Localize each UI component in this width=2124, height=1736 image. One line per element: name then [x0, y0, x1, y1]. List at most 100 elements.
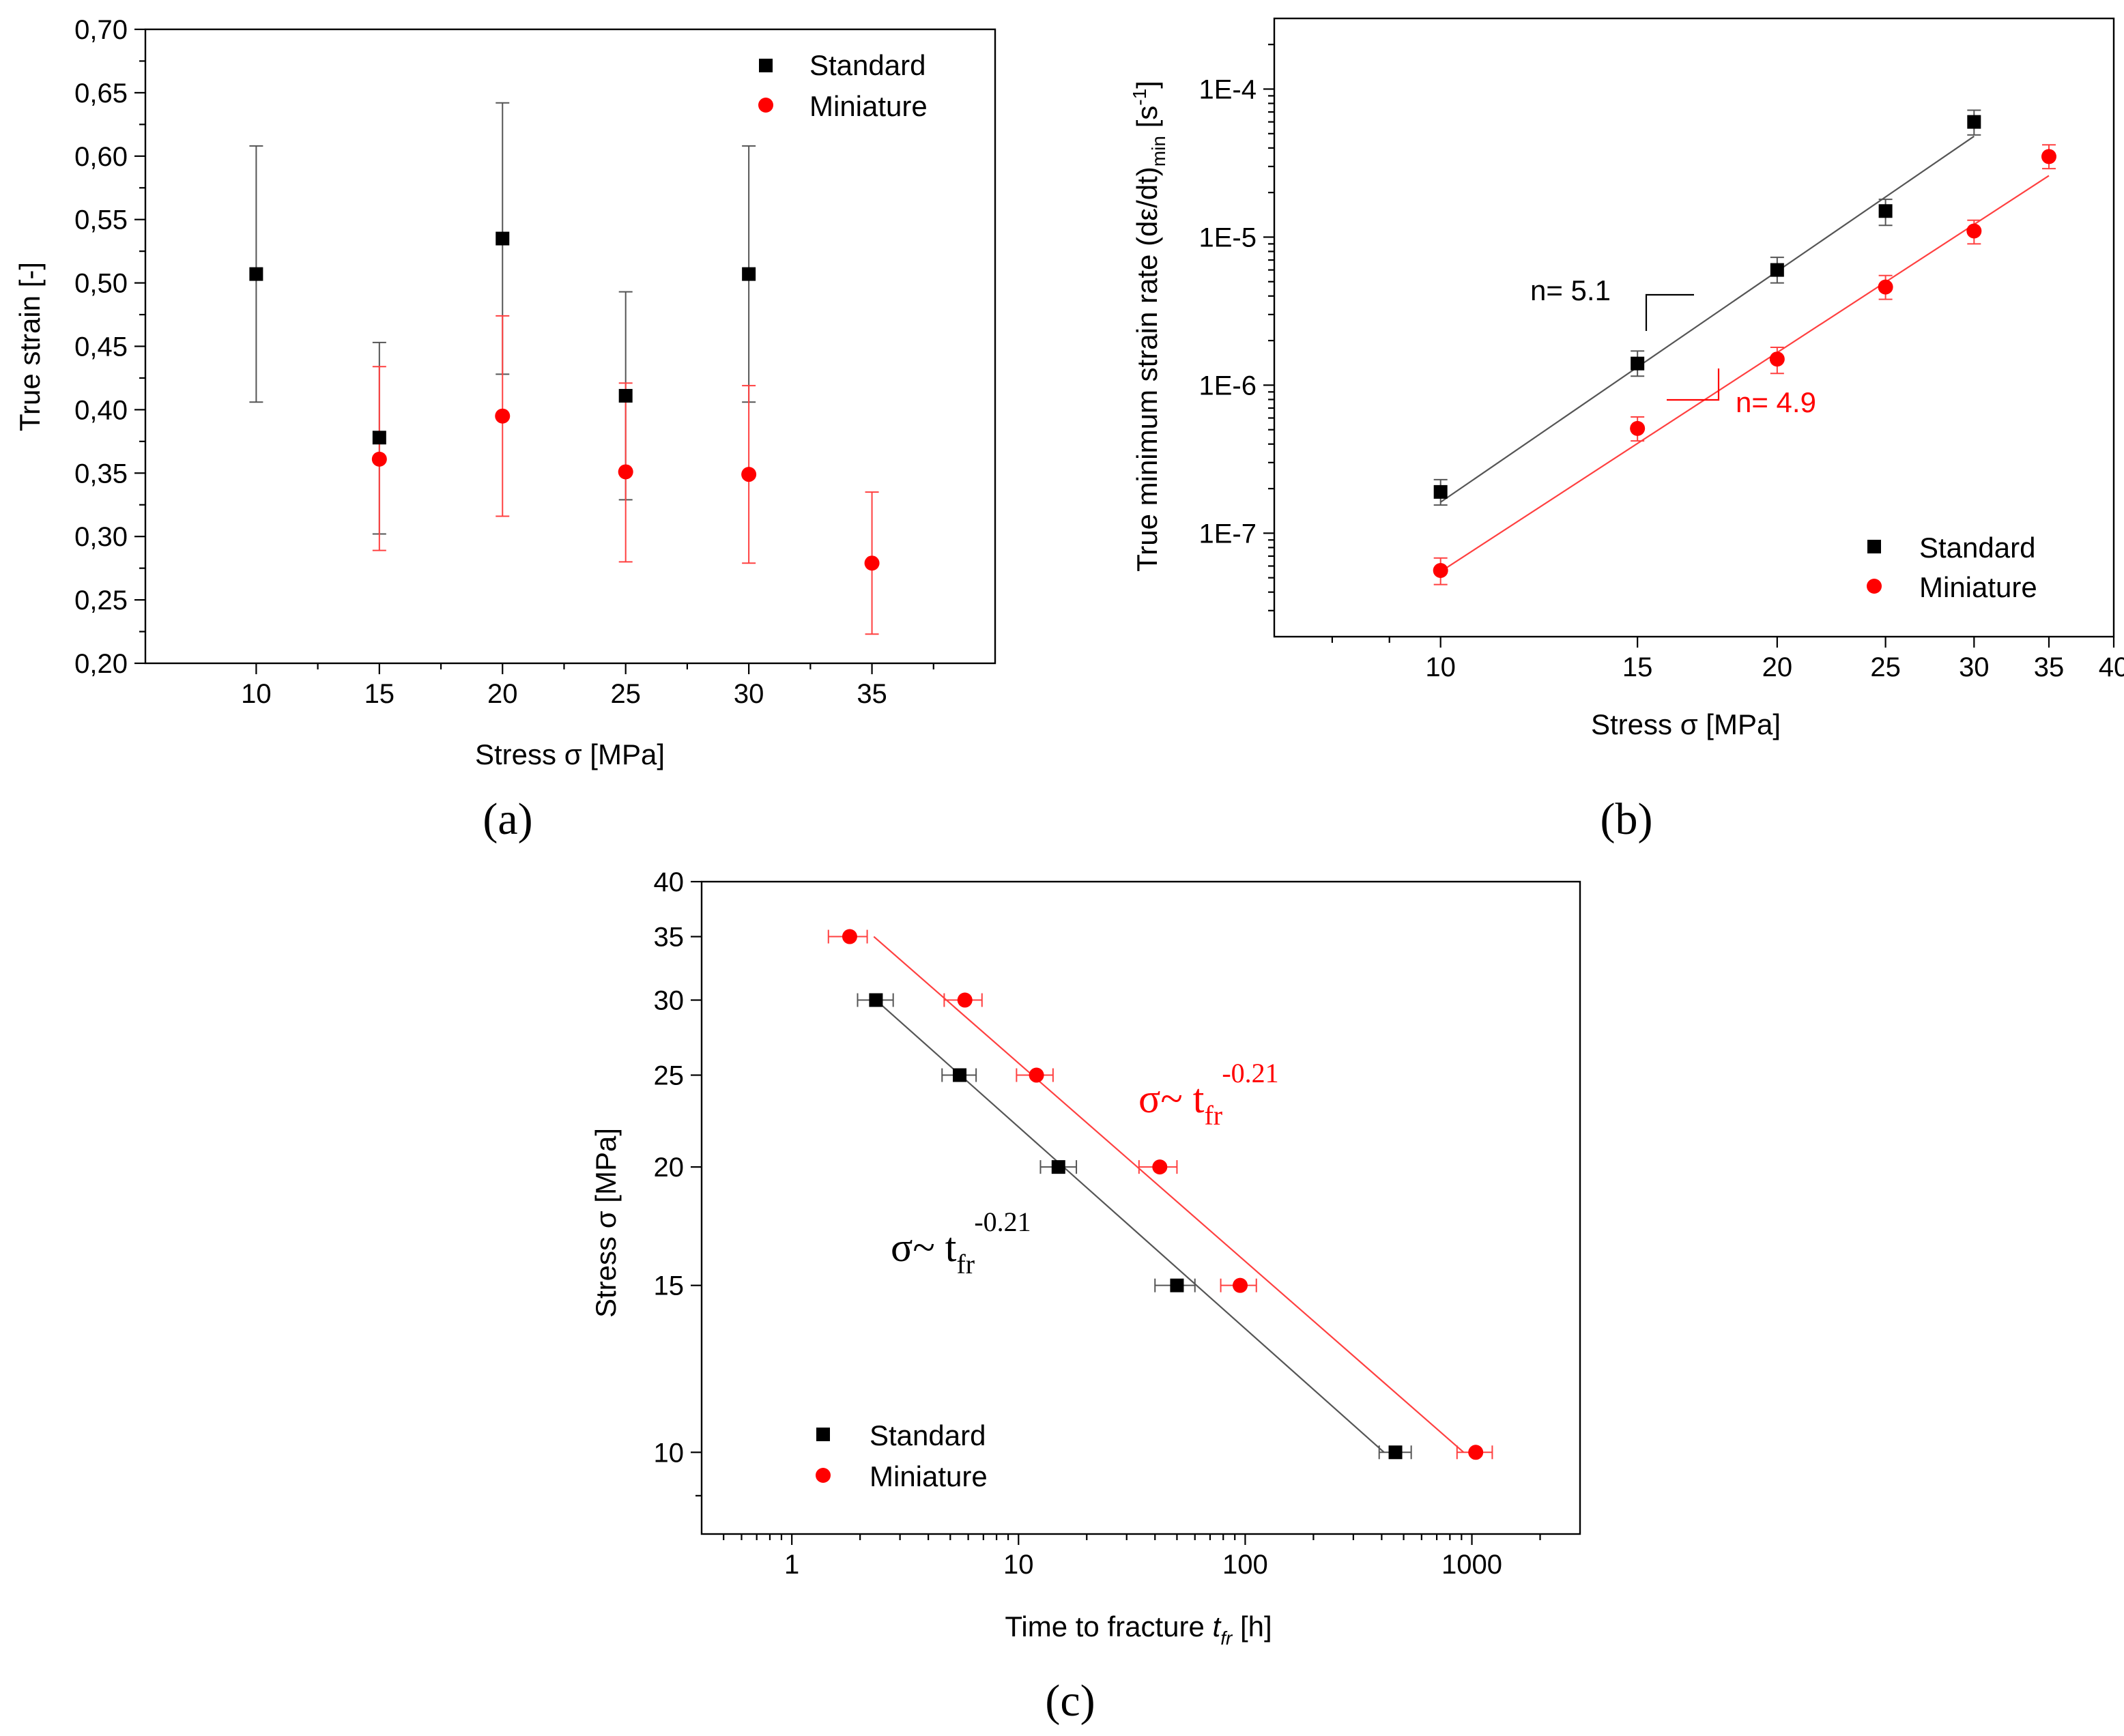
x-tick-label-c: 1: [784, 1550, 799, 1580]
data-point-standard-a: [618, 388, 633, 403]
data-point-standard-b: [1770, 263, 1784, 277]
legend-b: Standard Miniature: [1867, 532, 2037, 603]
legend-label-standard-c: Standard: [870, 1419, 986, 1451]
x-tick-label-b: 30: [1959, 652, 1990, 682]
x-tick-label-c: 1000: [1441, 1550, 1502, 1580]
data-point-standard-a: [496, 231, 510, 246]
x-tick-label-a: 15: [364, 679, 395, 709]
x-axis-title-b: Stress σ [MPa]: [1591, 708, 1781, 740]
y-tick-label-b: 1E-6: [1199, 371, 1257, 401]
x-tick-label-a: 30: [734, 679, 764, 709]
data-point-standard-b: [1967, 115, 1981, 129]
data-point-miniature-b: [2041, 149, 2056, 164]
data-point-miniature-b: [1878, 279, 1893, 295]
slope-triangle-standard: [1645, 293, 1694, 331]
y-tick-label-a: 0,55: [74, 205, 128, 235]
legend-marker-standard-b: [1867, 540, 1881, 553]
y-axis-title-b: True minimum strain rate (dε/dt)min [s-1…: [1129, 81, 1169, 572]
power-law-annotation-miniature: σ~ tfr-0.21: [1138, 1058, 1279, 1131]
data-point-standard-c: [1170, 1278, 1184, 1292]
y-axis-title-b-sub: min: [1148, 136, 1169, 167]
data-point-miniature-b: [1630, 420, 1646, 436]
x-axis-title-c-unit: [h]: [1232, 1610, 1272, 1643]
data-point-miniature-b: [1769, 351, 1785, 367]
data-point-standard-b: [1433, 484, 1448, 499]
y-tick-label-a: 0,40: [74, 395, 128, 425]
legend-marker-standard-c: [816, 1428, 830, 1441]
y-tick-label-a: 0,70: [74, 15, 128, 45]
legend-label-miniature-b: Miniature: [1919, 571, 2037, 603]
x-tick-label-c: 10: [1003, 1550, 1034, 1580]
x-axis-title-a: Stress σ [MPa]: [475, 738, 665, 770]
x-tick-label-b: 15: [1622, 652, 1653, 682]
legend-marker-standard-a: [759, 59, 773, 72]
plot-frame-c: [700, 880, 1581, 1535]
y-tick-label-c: 30: [654, 986, 685, 1016]
y-tick-label-a: 0,25: [74, 585, 128, 616]
x-axis-title-c-main: Time to fracture: [1005, 1610, 1212, 1643]
legend-marker-miniature-b: [1867, 579, 1882, 594]
data-point-standard-b: [1631, 356, 1645, 371]
data-point-miniature-a: [864, 555, 880, 571]
legend-c: Standard Miniature: [816, 1419, 988, 1492]
x-axis-title-c-var: t: [1213, 1610, 1222, 1643]
y-tick-label-a: 0,65: [74, 78, 128, 108]
y-tick-label-a: 0,20: [74, 649, 128, 679]
y-tick-label-c: 20: [654, 1153, 685, 1183]
y-axis-title-b-sup: -1: [1129, 89, 1150, 106]
legend-marker-miniature-a: [758, 98, 773, 113]
data-point-miniature-a: [741, 467, 757, 482]
y-tick-label-c: 10: [654, 1438, 685, 1468]
slope-annotation-standard: n= 5.1: [1530, 274, 1611, 306]
y-tick-label-c: 15: [654, 1271, 685, 1301]
x-axis-title-c: Time to fracture tfr [h]: [1005, 1610, 1272, 1649]
y-axis-title-b-main: True minimum strain rate (dε/dt): [1131, 167, 1163, 572]
legend-label-standard-b: Standard: [1919, 532, 2035, 564]
power-law-miniature-sup: -0.21: [1222, 1058, 1278, 1088]
y-tick-label-a: 0,45: [74, 332, 128, 362]
fit-line-standard-b: [1440, 135, 1975, 503]
y-axis-title-b-end: ]: [1131, 81, 1163, 89]
slope-annotation-miniature: n= 4.9: [1736, 386, 1816, 418]
x-tick-label-b: 20: [1762, 652, 1793, 682]
data-point-miniature-b: [1433, 562, 1448, 578]
panel-a: 10 15 20 25 30 35 0,20 0,25 0,30 0,35 0,40 0,45 0,5…: [14, 15, 996, 844]
data-point-miniature-b: [1966, 223, 1982, 239]
data-point-standard-b: [1878, 204, 1893, 218]
power-law-miniature-base: σ~ t: [1138, 1076, 1205, 1121]
y-axis-title-c: Stress σ [MPa]: [590, 1128, 622, 1318]
data-point-miniature-a: [618, 464, 633, 480]
data-point-miniature-c: [1468, 1445, 1484, 1460]
x-tick-label-b: 25: [1870, 652, 1901, 682]
y-tick-label-a: 0,60: [74, 142, 128, 172]
power-law-standard-sup: -0.21: [974, 1206, 1031, 1237]
x-axis-title-c-sub: fr: [1220, 1628, 1233, 1649]
y-tick-label-c: 25: [654, 1061, 685, 1091]
plot-frame-b: [1273, 17, 2115, 638]
power-law-annotation-standard: σ~ tfr-0.21: [891, 1206, 1031, 1279]
data-point-standard-c: [869, 993, 883, 1007]
data-point-miniature-c: [1152, 1159, 1168, 1175]
data-point-miniature-c: [957, 992, 973, 1008]
panel-c: 1 10 100 1000 10 15 20 25 30 35 40 Time to fractu…: [590, 867, 1581, 1726]
y-tick-label-c: 40: [654, 867, 685, 897]
y-tick-label-c: 35: [654, 923, 685, 953]
y-tick-label-a: 0,50: [74, 269, 128, 299]
y-axis-title-a: True strain [-]: [14, 262, 46, 431]
y-axis-title-b-unit: [s: [1131, 106, 1163, 136]
x-tick-label-b: 40: [2099, 652, 2124, 682]
fit-line-miniature-b: [1440, 175, 2050, 573]
data-point-miniature-a: [495, 408, 511, 424]
data-point-standard-a: [742, 267, 756, 281]
data-point-standard-a: [372, 431, 386, 445]
data-point-standard-c: [1388, 1445, 1403, 1460]
slope-triangle-miniature: [1667, 368, 1720, 401]
legend-marker-miniature-c: [816, 1468, 831, 1483]
data-point-standard-c: [953, 1068, 967, 1082]
power-law-standard-base: σ~ t: [891, 1225, 957, 1270]
data-point-standard-a: [249, 267, 263, 281]
data-point-miniature-c: [1029, 1067, 1044, 1083]
legend-label-miniature-a: Miniature: [809, 90, 928, 122]
legend-label-standard-a: Standard: [809, 49, 925, 81]
fit-line-miniature-c: [873, 936, 1465, 1453]
